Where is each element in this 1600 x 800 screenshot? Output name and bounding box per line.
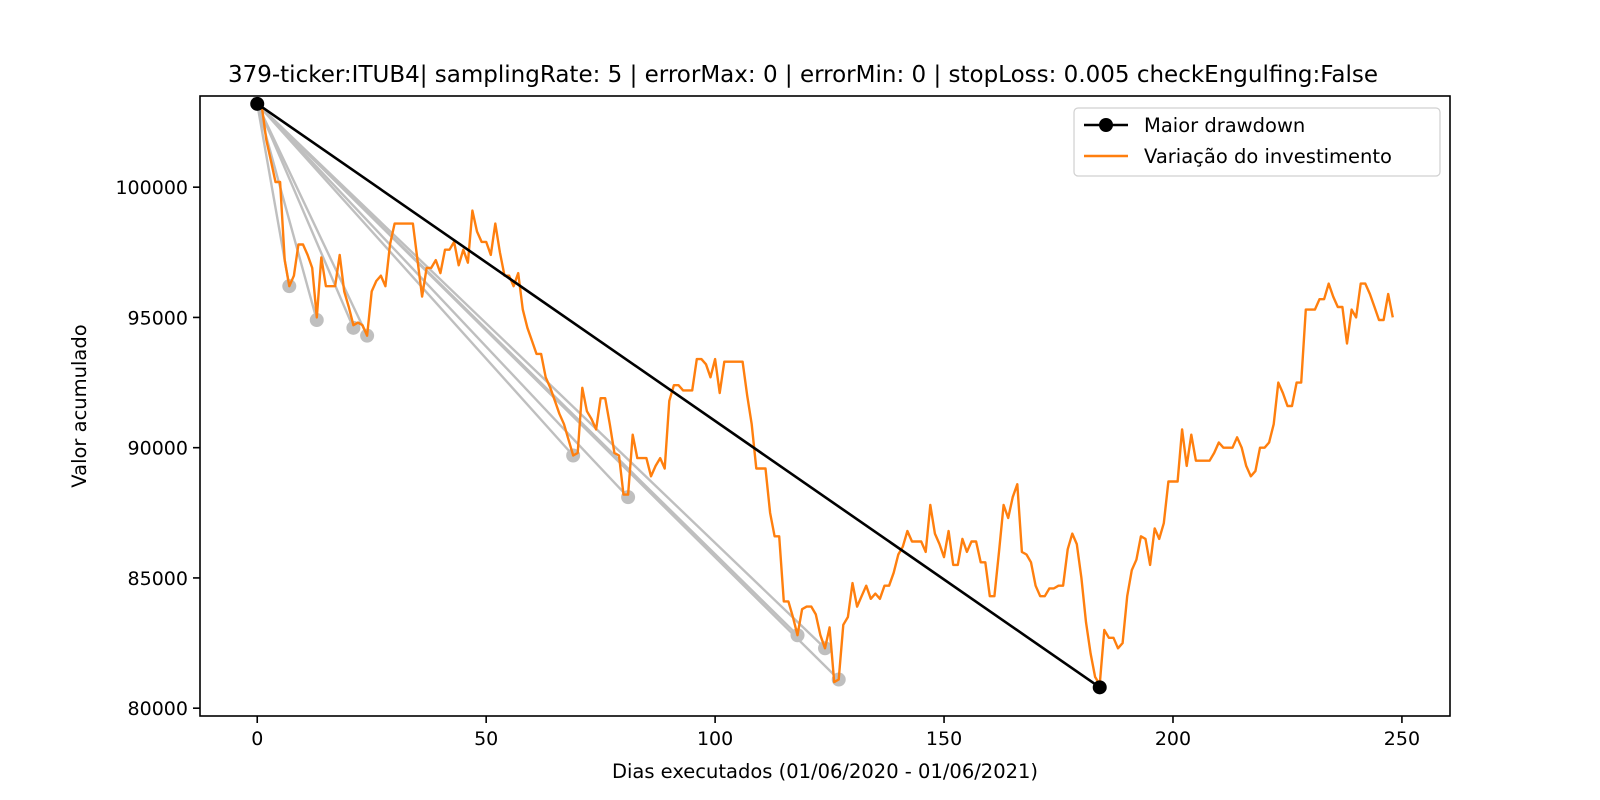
- x-tick-label: 100: [697, 728, 733, 750]
- y-tick-label: 90000: [128, 438, 188, 460]
- x-tick-label: 200: [1155, 728, 1191, 750]
- chart-title: 379-ticker:ITUB4| samplingRate: 5 | erro…: [228, 62, 1378, 88]
- max-drawdown-line: [256, 102, 1101, 689]
- legend-max-drawdown-label: Maior drawdown: [1144, 114, 1305, 137]
- y-tick-label: 100000: [115, 177, 188, 199]
- y-tick-label: 85000: [128, 568, 188, 590]
- drawdown-point: [309, 313, 324, 328]
- x-tick-label: 0: [251, 728, 263, 750]
- drawdown-line: [256, 102, 840, 681]
- plot-area: [250, 96, 1394, 695]
- drawdown-line: [256, 102, 826, 650]
- x-tick-label: 150: [926, 728, 962, 750]
- plot-frame: [199, 95, 1451, 717]
- legend-max-drawdown-marker: [1099, 118, 1113, 132]
- y-tick-label: 95000: [128, 307, 188, 329]
- drawdown-line: [256, 103, 369, 337]
- legend-box: [1073, 107, 1441, 177]
- drawdown-line: [256, 103, 575, 457]
- max-drawdown-start-point: [250, 96, 265, 111]
- max-drawdown-end-point: [1092, 680, 1107, 695]
- x-tick-label: 250: [1384, 728, 1420, 750]
- drawdown-line: [256, 103, 355, 329]
- legend-investment-label: Variação do investimento: [1144, 145, 1392, 168]
- x-tick-label: 50: [474, 728, 498, 750]
- legend: Maior drawdown Variação do investimento: [1073, 107, 1441, 177]
- investment-series-line: [256, 102, 1394, 686]
- x-axis-label: Dias executados (01/06/2020 - 01/06/2021…: [612, 760, 1038, 783]
- axes: 0 50 100 150 200 250 80000 85000 90000 95000 10000…: [115, 177, 1420, 750]
- y-tick-label: 80000: [128, 698, 188, 720]
- y-axis-label: Valor acumulado: [68, 324, 91, 487]
